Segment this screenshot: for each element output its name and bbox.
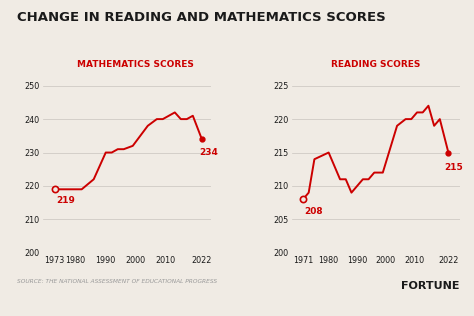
Text: FORTUNE: FORTUNE [401,281,460,291]
Text: 215: 215 [444,162,463,172]
Text: CHANGE IN READING AND MATHEMATICS SCORES: CHANGE IN READING AND MATHEMATICS SCORES [17,11,385,24]
Text: 219: 219 [56,196,75,205]
Text: READING SCORES: READING SCORES [331,60,420,69]
Text: MATHEMATICS SCORES: MATHEMATICS SCORES [77,60,193,69]
Text: SOURCE: THE NATIONAL ASSESSMENT OF EDUCATIONAL PROGRESS: SOURCE: THE NATIONAL ASSESSMENT OF EDUCA… [17,279,217,284]
Text: 208: 208 [304,207,323,216]
Text: 234: 234 [199,148,218,156]
